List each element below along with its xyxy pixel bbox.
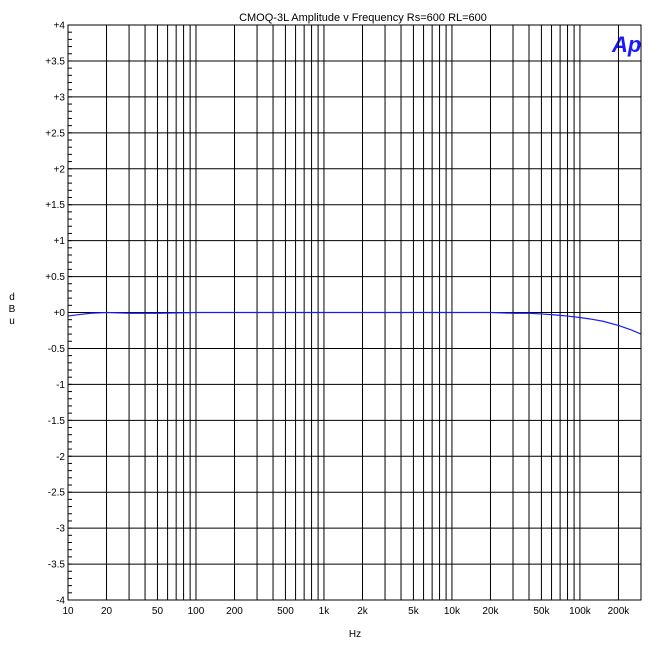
y-tick-label: -4 (56, 596, 65, 607)
y-tick-label: -2.5 (48, 488, 66, 499)
series-group (67, 311, 642, 335)
y-tick-label: +3.5 (45, 56, 65, 67)
y-tick-label: +4 (54, 21, 66, 32)
y-tick-label: +1.5 (45, 200, 65, 211)
y-axis: +4 +3.5 +3 +2.5 +2 +1.5 +1 +0.5 +0 -0.5 -1 -1.5 -2 -2… (45, 21, 72, 607)
x-tick-label: 10k (444, 606, 461, 617)
x-tick-label: 5k (408, 606, 420, 617)
x-tick-label: 1k (319, 606, 331, 617)
x-tick-label: 100 (188, 606, 205, 617)
x-axis: 10 20 50 100 200 500 1k 2k 5k 10k 20k 50k 100k 200k (62, 606, 630, 617)
y-axis-label: dBu (9, 292, 16, 327)
y-tick-label: +3 (54, 92, 66, 103)
plot-border (67, 24, 642, 601)
y-tick-label: +0 (54, 308, 66, 319)
x-tick-label: 200k (608, 606, 631, 617)
ap-logo: Ap (611, 32, 641, 57)
x-tick-label: 100k (569, 606, 592, 617)
x-tick-label: 50k (533, 606, 550, 617)
y-axis-label-letter: B (9, 304, 16, 315)
x-tick-label: 20k (482, 606, 499, 617)
y-tick-label: +2.5 (45, 128, 65, 139)
x-tick-label: 50 (152, 606, 164, 617)
x-tick-label: 500 (277, 606, 294, 617)
y-tick-label: +1 (54, 236, 66, 247)
x-axis-label: Hz (349, 629, 361, 640)
series-line (67, 311, 642, 335)
y-tick-label: +2 (54, 164, 66, 175)
y-tick-label: +0.5 (45, 272, 65, 283)
y-tick-label: -1.5 (48, 416, 66, 427)
x-tick-label: 20 (101, 606, 113, 617)
chart-title: CMOQ-3L Amplitude v Frequency Rs=600 RL=… (239, 12, 487, 24)
y-tick-label: -2 (56, 452, 65, 463)
y-tick-label: -3 (56, 524, 65, 535)
x-tick-label: 10 (62, 606, 74, 617)
y-tick-label: -1 (56, 380, 65, 391)
y-axis-label-letter: u (9, 316, 15, 327)
y-axis-label-letter: d (9, 292, 15, 303)
y-tick-label: -3.5 (48, 560, 66, 571)
x-tick-label: 2k (357, 606, 369, 617)
x-tick-label: 200 (226, 606, 243, 617)
y-tick-label: -0.5 (48, 344, 66, 355)
